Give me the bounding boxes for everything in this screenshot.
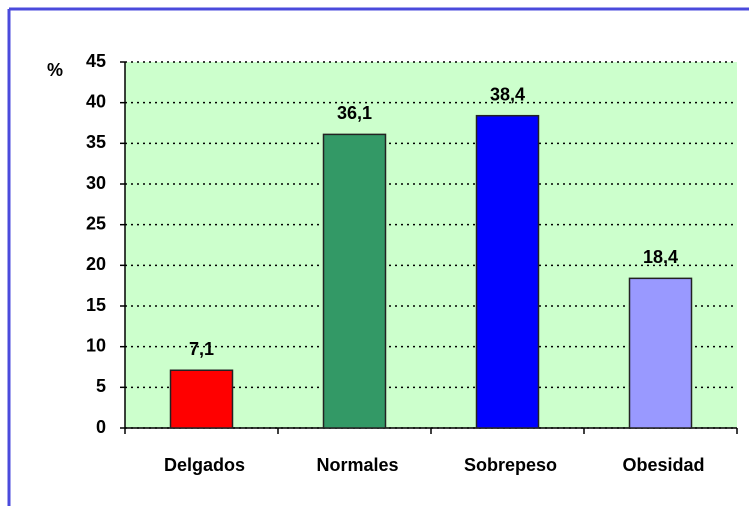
bar	[475, 114, 540, 429]
bar	[628, 277, 693, 429]
bar	[169, 369, 234, 429]
y-tick-label: 35	[86, 132, 106, 152]
x-tick-label: Normales	[316, 455, 398, 475]
y-tick-label: 45	[86, 51, 106, 71]
y-tick-label: 10	[86, 335, 106, 355]
bar	[322, 133, 387, 429]
y-tick-label: 5	[96, 376, 106, 396]
x-tick-label: Delgados	[164, 455, 245, 475]
y-tick-label: 20	[86, 254, 106, 274]
y-tick-label: 25	[86, 213, 106, 233]
y-axis-label: %	[47, 60, 63, 80]
y-tick-label: 15	[86, 295, 106, 315]
value-label: 36,1	[337, 103, 372, 123]
x-tick-label: Sobrepeso	[464, 455, 557, 475]
value-label: 38,4	[490, 84, 525, 104]
y-tick-label: 40	[86, 91, 106, 111]
value-label: 7,1	[189, 339, 214, 359]
y-tick-label: 0	[96, 417, 106, 437]
y-tick-label: 30	[86, 173, 106, 193]
value-label: 18,4	[643, 247, 678, 267]
x-tick-label: Obesidad	[622, 455, 704, 475]
